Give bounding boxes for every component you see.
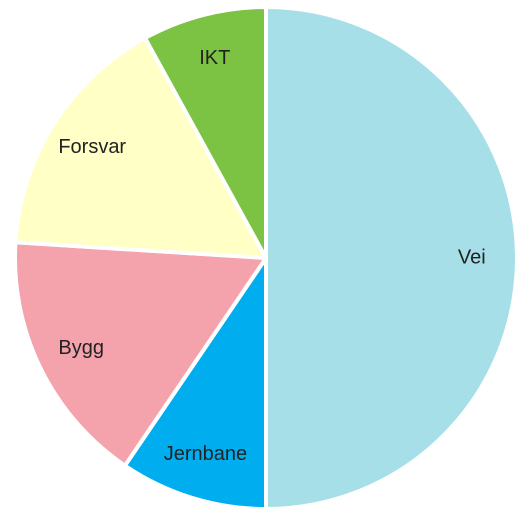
slice-label: Vei <box>458 246 486 268</box>
slice-label: IKT <box>199 47 230 69</box>
slice-label: Bygg <box>58 337 104 359</box>
pie-slice <box>264 5 519 509</box>
pie-slice <box>13 36 268 260</box>
slice-label: Jernbane <box>164 443 247 465</box>
pie-slice <box>143 5 268 260</box>
pie-slice <box>13 240 268 468</box>
slice-label: Forsvar <box>58 136 126 158</box>
